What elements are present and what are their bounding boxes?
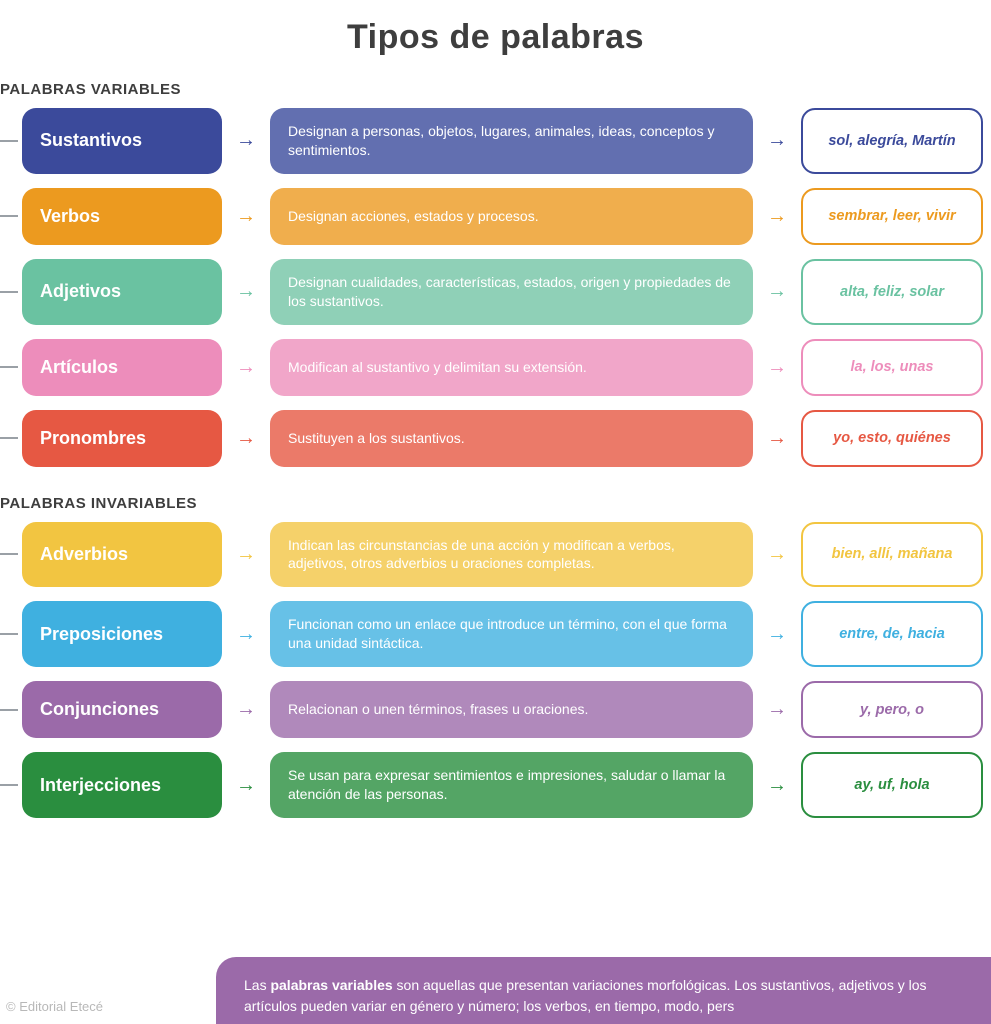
word-type-examples: alta, feliz, solar <box>801 259 983 325</box>
footer-note: Las palabras variables son aquellas que … <box>216 957 991 1024</box>
word-type-description: Sustituyen a los sustantivos. <box>270 410 753 467</box>
word-type-description: Relacionan o unen términos, frases u ora… <box>270 681 753 738</box>
word-type-examples: sol, alegría, Martín <box>801 108 983 174</box>
word-type-description: Indican las circunstancias de una acción… <box>270 522 753 588</box>
connector-line <box>0 522 22 588</box>
word-type-label: Preposiciones <box>22 601 222 667</box>
page-title: Tipos de palabras <box>0 0 991 67</box>
connector-line <box>0 259 22 325</box>
word-type-description: Funcionan como un enlace que introduce u… <box>270 601 753 667</box>
arrow-icon: → <box>222 339 270 396</box>
word-type-description: Designan acciones, estados y procesos. <box>270 188 753 245</box>
connector-line <box>0 188 22 245</box>
connector-line <box>0 339 22 396</box>
word-type-examples: bien, allí, mañana <box>801 522 983 588</box>
content-area: PALABRAS VARIABLESSustantivos→Designan a… <box>0 67 991 818</box>
arrow-icon: → <box>753 339 801 396</box>
word-type-description: Modifican al sustantivo y delimitan su e… <box>270 339 753 396</box>
word-type-label: Artículos <box>22 339 222 396</box>
word-type-label: Pronombres <box>22 410 222 467</box>
arrow-icon: → <box>222 188 270 245</box>
word-type-examples: la, los, unas <box>801 339 983 396</box>
arrow-icon: → <box>222 410 270 467</box>
arrow-icon: → <box>753 108 801 174</box>
arrow-icon: → <box>753 522 801 588</box>
word-type-row: Preposiciones→Funcionan como un enlace q… <box>0 601 991 667</box>
connector-line <box>0 752 22 818</box>
word-type-row: Verbos→Designan acciones, estados y proc… <box>0 188 991 245</box>
arrow-icon: → <box>222 108 270 174</box>
word-type-label: Adjetivos <box>22 259 222 325</box>
section-header: PALABRAS INVARIABLES <box>0 481 991 522</box>
connector-line <box>0 108 22 174</box>
word-type-description: Designan cualidades, características, es… <box>270 259 753 325</box>
arrow-icon: → <box>222 601 270 667</box>
section-header: PALABRAS VARIABLES <box>0 67 991 108</box>
word-type-row: Pronombres→Sustituyen a los sustantivos.… <box>0 410 991 467</box>
arrow-icon: → <box>222 259 270 325</box>
arrow-icon: → <box>222 522 270 588</box>
connector-line <box>0 601 22 667</box>
arrow-icon: → <box>753 188 801 245</box>
copyright-text: © Editorial Etecé <box>6 999 103 1014</box>
word-type-row: Adjetivos→Designan cualidades, caracterí… <box>0 259 991 325</box>
word-type-row: Conjunciones→Relacionan o unen términos,… <box>0 681 991 738</box>
arrow-icon: → <box>222 752 270 818</box>
connector-line <box>0 681 22 738</box>
word-type-description: Designan a personas, objetos, lugares, a… <box>270 108 753 174</box>
connector-line <box>0 410 22 467</box>
word-type-examples: yo, esto, quiénes <box>801 410 983 467</box>
word-type-label: Conjunciones <box>22 681 222 738</box>
word-type-row: Sustantivos→Designan a personas, objetos… <box>0 108 991 174</box>
word-type-description: Se usan para expresar sentimientos e imp… <box>270 752 753 818</box>
word-type-row: Interjecciones→Se usan para expresar sen… <box>0 752 991 818</box>
word-type-examples: sembrar, leer, vivir <box>801 188 983 245</box>
word-type-label: Adverbios <box>22 522 222 588</box>
arrow-icon: → <box>222 681 270 738</box>
word-type-examples: ay, uf, hola <box>801 752 983 818</box>
word-type-row: Artículos→Modifican al sustantivo y deli… <box>0 339 991 396</box>
word-type-label: Verbos <box>22 188 222 245</box>
word-type-examples: y, pero, o <box>801 681 983 738</box>
arrow-icon: → <box>753 601 801 667</box>
word-type-label: Sustantivos <box>22 108 222 174</box>
arrow-icon: → <box>753 681 801 738</box>
word-type-label: Interjecciones <box>22 752 222 818</box>
arrow-icon: → <box>753 259 801 325</box>
arrow-icon: → <box>753 410 801 467</box>
arrow-icon: → <box>753 752 801 818</box>
word-type-row: Adverbios→Indican las circunstancias de … <box>0 522 991 588</box>
word-type-examples: entre, de, hacia <box>801 601 983 667</box>
